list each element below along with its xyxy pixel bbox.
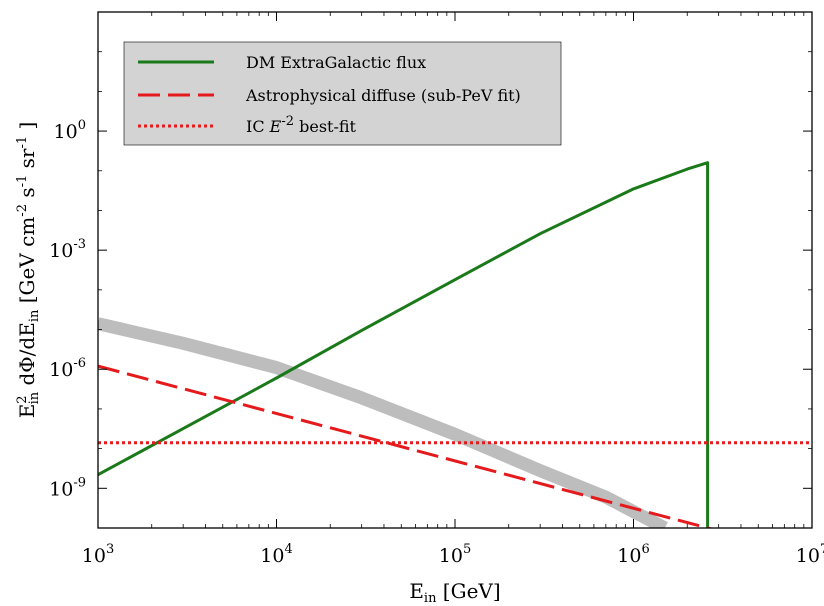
legend: DM ExtraGalactic flux Astrophysical diff… [123,41,562,146]
y-axis-label: E2in dΦ/dEin [GeV cm-2 s-1 sr-1 ] [15,122,42,419]
y-tick-label: 10-3 [49,237,86,262]
x-tick-label: 106 [617,542,649,567]
y-tick-label: 10-9 [49,475,86,500]
x-tick-label: 105 [439,542,471,567]
dm-extragalactic-line [98,161,710,528]
legend-box [123,41,562,146]
ticks-layer: 103 104 105 106 107 10-9 10-6 10-3 100 [49,12,824,567]
x-axis-label: Ein [GeV] [409,579,500,606]
legend-label-dm: DM ExtraGalactic flux [246,53,426,72]
astrophysical-diffuse-line [98,364,714,528]
y-tick-label: 10-6 [49,356,86,381]
gray-band-line [98,317,668,528]
legend-label-astro: Astrophysical diffuse (sub-PeV fit) [245,86,521,105]
series-layer [98,161,812,528]
x-tick-label: 104 [260,542,292,567]
x-tick-label: 103 [82,542,114,567]
x-tick-label: 107 [796,542,824,567]
legend-label-ic: IC E-2 best-fit [246,114,357,136]
y-tick-label: 100 [54,118,86,143]
